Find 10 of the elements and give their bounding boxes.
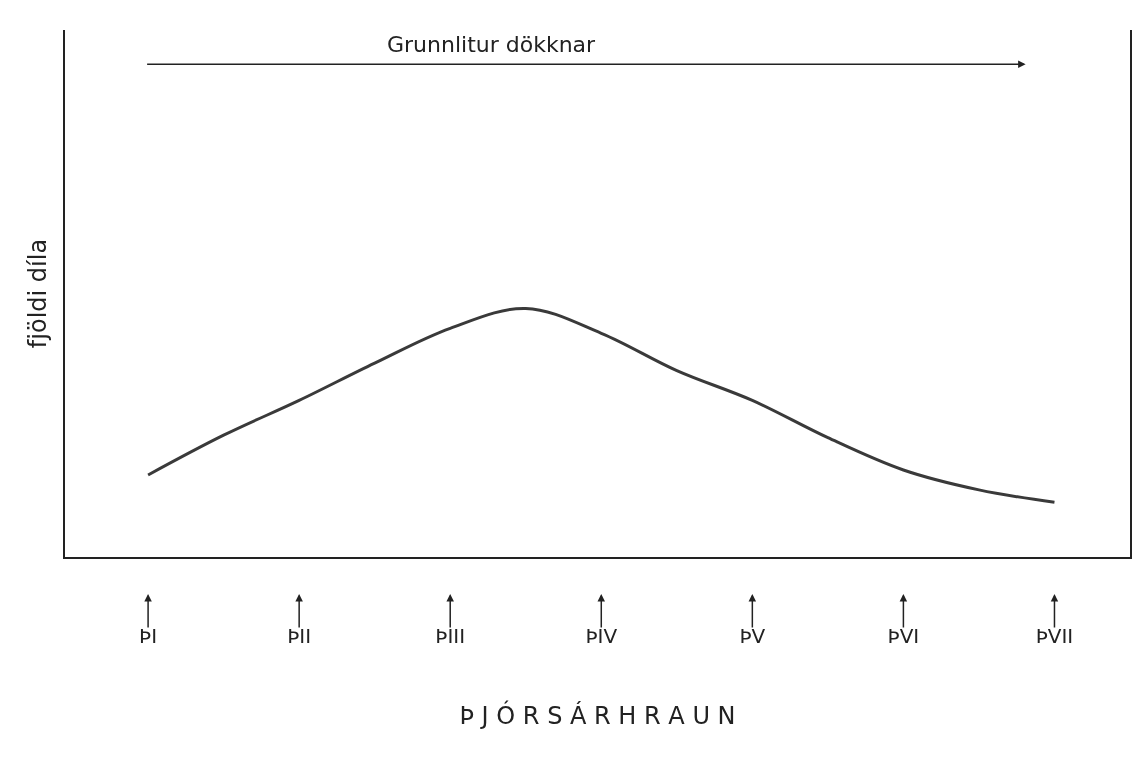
x-tick-label: ÞV: [739, 624, 766, 648]
x-tick-label: ÞVI: [887, 624, 920, 648]
x-tick-label: ÞIV: [585, 624, 618, 648]
x-tick-label: ÞVII: [1035, 624, 1074, 648]
y-axis-title: fjöldi díla: [23, 238, 52, 349]
x-axis-title: Þ J Ó R S Á R H R A U N: [459, 699, 736, 730]
x-tick-label: ÞI: [139, 624, 158, 648]
x-tick-label: ÞIII: [435, 624, 466, 648]
text: Grunnlitur dökknar: [387, 32, 597, 57]
x-tick-label: ÞII: [287, 624, 312, 648]
